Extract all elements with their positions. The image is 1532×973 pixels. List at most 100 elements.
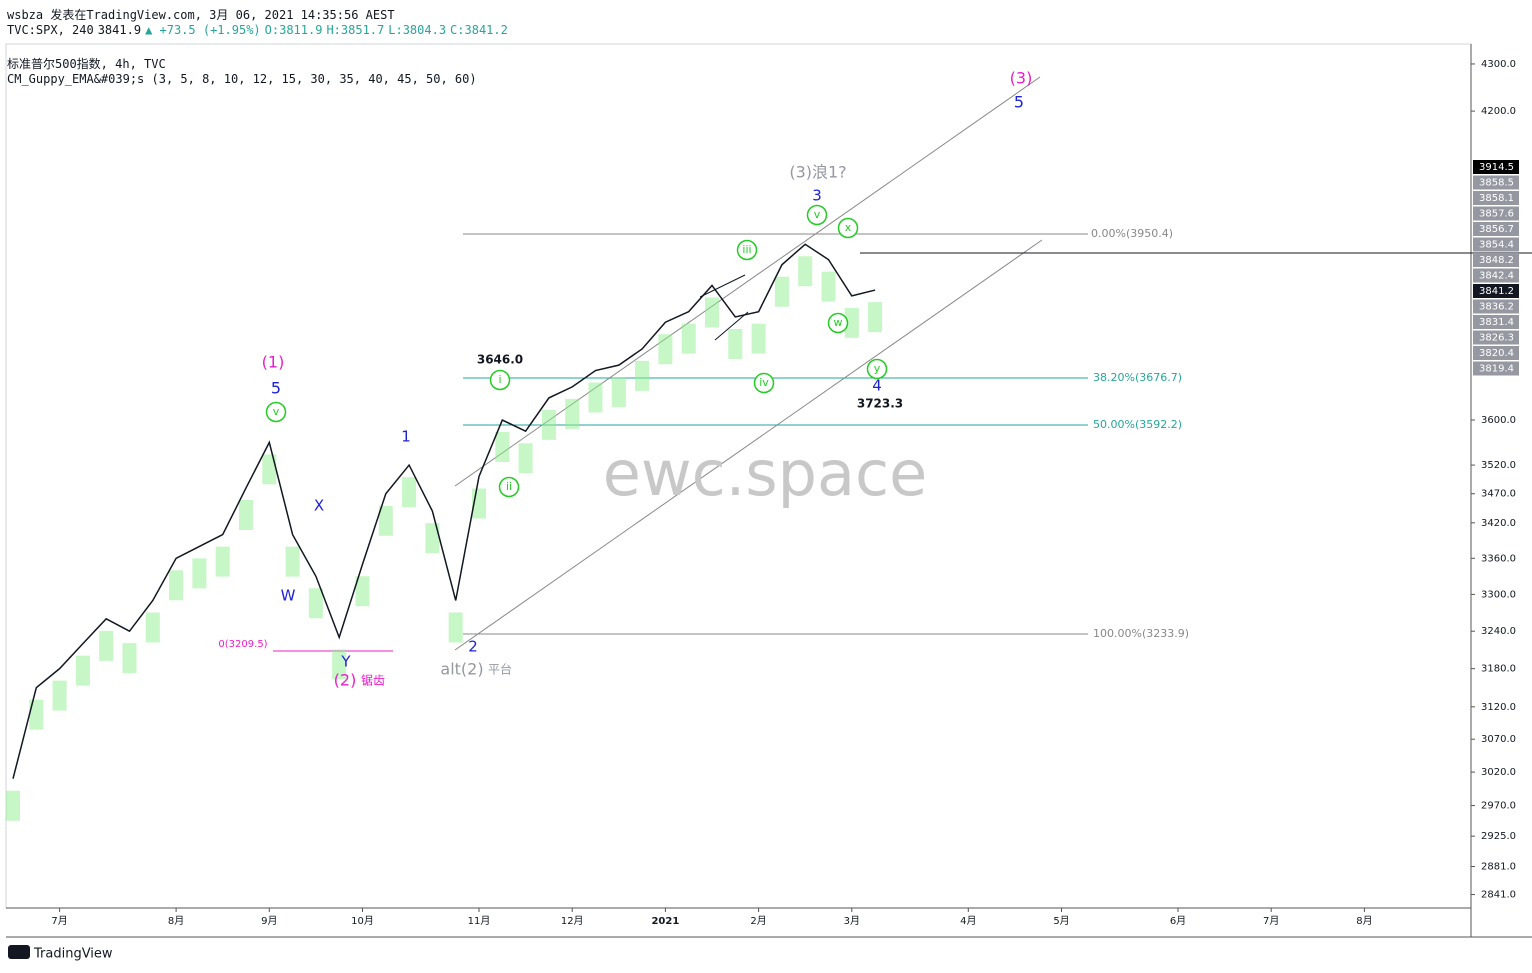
wedge-line (699, 274, 746, 298)
price-label-bg (1473, 175, 1519, 190)
y-tick-label: 3020.0 (1481, 767, 1516, 778)
symbol-line: TVC:SPX, 240 3841.9 ▲ +73.5 (+1.95%) O:3811… (7, 23, 512, 37)
change: ▲ +73.5 (+1.95%) (145, 23, 261, 37)
x-tick-label: 8月 (168, 915, 184, 927)
wave-label: (3) (1010, 69, 1033, 88)
high: H:3851.7 (326, 23, 385, 37)
y-tick-label: 3300.0 (1481, 589, 1516, 600)
price-label: 3826.3 (1479, 333, 1514, 344)
wave-label: w (834, 316, 843, 329)
wave-label: 平台 (488, 662, 512, 677)
price-label: 3857.6 (1479, 209, 1514, 220)
x-tick-label: 3月 (844, 915, 860, 927)
price-label: 3836.2 (1479, 302, 1514, 313)
indicator-name: CM_Guppy_EMA&#039;s (3, 5, 8, 10, 12, 15… (7, 72, 477, 86)
x-tick-label: 2021 (651, 916, 679, 927)
price-label-bg (1473, 160, 1519, 174)
price-label-bg (1473, 361, 1519, 376)
wave-label: Y (340, 653, 351, 671)
x-tick-label: 7月 (51, 915, 67, 927)
x-tick-label: 9月 (261, 915, 277, 927)
wave-label: i (498, 373, 501, 386)
wave-label: (3)浪1? (789, 163, 846, 182)
x-tick-label: 12月 (561, 915, 584, 927)
logo (8, 945, 30, 959)
price-label-bg (1473, 299, 1519, 314)
price-label: 3819.4 (1479, 364, 1514, 375)
price-label-bg (1473, 237, 1519, 252)
watermark: ewc.space (603, 437, 928, 510)
wave-label: 锯齿 (361, 673, 385, 688)
price-label-bg (1473, 191, 1519, 205)
wave-circle (837, 217, 859, 239)
footer-brand: TradingView (33, 947, 113, 962)
x-tick-label: 10月 (351, 915, 374, 927)
price-label-bg (1473, 268, 1519, 283)
y-tick-label: 2970.0 (1481, 801, 1516, 812)
x-tick-label: 5月 (1053, 915, 1069, 927)
wave-label: alt(2) (440, 660, 483, 679)
y-tick-label: 3180.0 (1481, 664, 1516, 675)
y-tick-label: 2881.0 (1481, 862, 1516, 873)
x-tick-label: 7月 (1263, 915, 1279, 927)
price-label: 3831.4 (1479, 317, 1514, 328)
wave-label: x (845, 221, 852, 234)
price: 3841.9 (97, 23, 142, 37)
price-label-bg (1473, 330, 1519, 345)
price-label-bg (1473, 346, 1519, 360)
author-line: wsbza 发表在TradingView.com, 3月 06, 2021 14… (7, 8, 395, 22)
y-tick-label: 3520.0 (1481, 460, 1516, 471)
price-line (12, 243, 876, 779)
x-tick-label: 8月 (1356, 915, 1372, 927)
y-tick-label: 3070.0 (1481, 734, 1516, 745)
wave-label: (2) (334, 671, 357, 690)
wave-circle (498, 476, 520, 498)
wave-label: 5 (1014, 93, 1024, 112)
price-label: 3820.4 (1479, 348, 1514, 359)
wave-label: 5 (271, 379, 281, 398)
wave-circle (265, 401, 287, 423)
price-label-bg (1473, 284, 1519, 298)
wave-label: W (281, 587, 296, 605)
wave-label: 3723.3 (857, 397, 903, 411)
y-tick-label: 3420.0 (1481, 518, 1516, 529)
y-tick-label: 3470.0 (1481, 489, 1516, 500)
wave-label: 3 (812, 187, 822, 205)
wave-label: 0(3209.5) (218, 639, 267, 650)
wave-circle (753, 372, 775, 394)
wave-label: 1 (401, 428, 411, 446)
y-tick-label: 2841.0 (1481, 890, 1516, 901)
low: L:3804.3 (388, 23, 447, 37)
price-label: 3858.5 (1479, 178, 1514, 189)
open: O:3811.9 (264, 23, 323, 37)
fib-label: 100.00%(3233.9) (1093, 627, 1189, 640)
wave-circle (736, 239, 758, 261)
wave-label: v (814, 208, 821, 221)
wave-circle (827, 312, 849, 334)
price-label-bg (1473, 315, 1519, 329)
y-tick-label: 2925.0 (1481, 831, 1516, 842)
price-label-bg (1473, 253, 1519, 267)
fib-label: 38.20%(3676.7) (1093, 371, 1182, 384)
price-label: 3854.4 (1479, 240, 1514, 251)
wave-label: y (874, 362, 881, 375)
x-tick-label: 2月 (750, 915, 766, 927)
wave-label: ii (506, 480, 512, 493)
wave-label: 3646.0 (477, 353, 523, 367)
price-label: 3856.7 (1479, 224, 1514, 235)
y-tick-label: 4300.0 (1481, 59, 1516, 70)
wave-label: v (273, 405, 280, 418)
y-tick-label: 4200.0 (1481, 106, 1516, 117)
y-tick-label: 3360.0 (1481, 553, 1516, 564)
close: C:3841.2 (450, 23, 508, 37)
y-tick-label: 3600.0 (1481, 415, 1516, 426)
fib-label: 50.00%(3592.2) (1093, 418, 1182, 431)
wave-label: iii (742, 243, 751, 256)
symbol: TVC:SPX, 240 (7, 23, 94, 37)
wedge-line (714, 311, 749, 341)
price-label: 3848.2 (1479, 255, 1514, 266)
wave-label: X (314, 497, 324, 515)
price-label: 3914.5 (1479, 162, 1514, 173)
price-label: 3842.4 (1479, 271, 1514, 282)
